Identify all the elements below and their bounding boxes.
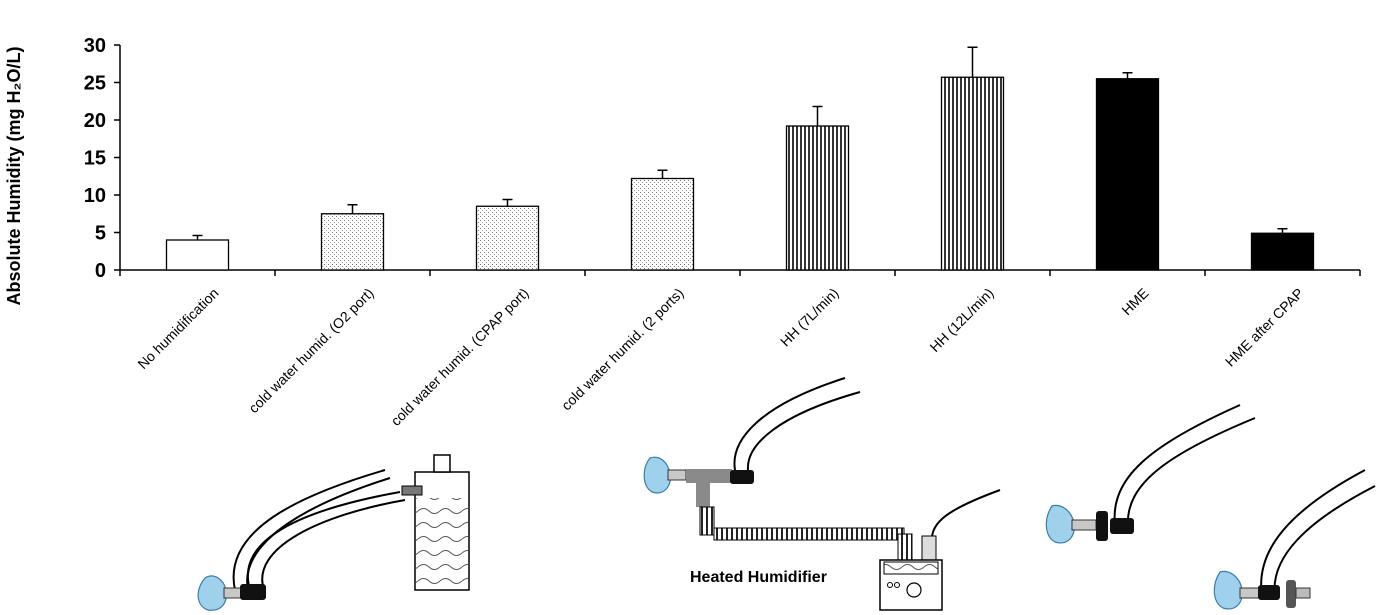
tube-icon	[1113, 404, 1241, 526]
y-axis-label: Absolute Humidity (mg H₂O/L)	[4, 47, 24, 306]
bar	[785, 125, 850, 271]
bar	[1095, 78, 1160, 271]
oxygen-mask-icon	[643, 456, 671, 494]
y-tick-label: 25	[84, 73, 106, 95]
x-tick-label: HH (7L/min)	[777, 285, 842, 350]
humidifier-top-icon	[883, 561, 939, 575]
hme-filter-icon	[1286, 580, 1296, 608]
tube-icon	[247, 491, 401, 591]
tube-icon	[232, 469, 386, 591]
elbow-connector-icon	[1110, 518, 1134, 534]
bar	[940, 76, 1005, 271]
bars	[165, 76, 1315, 271]
x-tick-label: No humidification	[134, 285, 221, 372]
control-dial-icon	[906, 582, 922, 598]
heated-humidifier-illustration: Heated Humidifier	[643, 377, 1001, 611]
heated-tube-icon	[713, 527, 905, 541]
category-labels: No humidification cold water humid. (O2 p…	[134, 285, 1306, 429]
tube-icon	[246, 477, 391, 591]
indicator-light-icon	[894, 582, 900, 588]
y-ticks: 0 5 10 15 20 25 30	[84, 35, 120, 282]
tube-icon	[733, 377, 846, 471]
bar	[630, 177, 695, 271]
port-connector-icon	[401, 485, 423, 496]
oxygen-mask-icon	[1045, 504, 1075, 544]
bar	[165, 239, 230, 271]
tube-icon	[1126, 417, 1256, 526]
cable-icon	[930, 489, 1001, 546]
indicator-light-icon	[887, 582, 893, 588]
heated-tube-icon	[699, 506, 715, 536]
x-tick-label: HH (12L/min)	[926, 285, 996, 355]
t-piece-icon	[686, 469, 732, 483]
cold-water-humidifier-illustration	[197, 454, 470, 611]
y-tick-label: 5	[95, 223, 106, 245]
oxygen-mask-icon	[1213, 570, 1243, 610]
x-ticks	[119, 270, 1361, 276]
mask-connector-icon	[223, 587, 243, 599]
elbow-connector-icon	[240, 584, 266, 600]
heated-humidifier-label: Heated Humidifier	[690, 569, 827, 586]
hme-illustration	[1045, 404, 1256, 544]
bar	[1250, 232, 1315, 271]
y-tick-label: 0	[95, 260, 106, 282]
y-tick-label: 30	[84, 35, 106, 57]
bar	[320, 213, 385, 271]
elbow-connector-icon	[1258, 585, 1280, 600]
tube-icon	[1260, 469, 1366, 597]
y-tick-label: 20	[84, 110, 106, 132]
tube-icon	[1273, 485, 1376, 597]
hme-after-cpap-illustration	[1213, 469, 1376, 610]
water-reservoir-icon	[416, 498, 468, 589]
x-tick-label: HME after CPAP	[1222, 285, 1307, 370]
oxygen-mask-icon	[197, 575, 227, 611]
bottle-cap-icon	[433, 454, 451, 473]
humidifier-chamber-icon	[921, 535, 937, 561]
hme-connector-icon	[1295, 587, 1311, 599]
mask-connector-icon	[1071, 519, 1097, 531]
elbow-connector-icon	[730, 470, 754, 484]
x-tick-label: HME	[1118, 285, 1151, 318]
axes	[119, 45, 1360, 271]
mask-connector-icon	[667, 469, 687, 481]
y-tick-label: 15	[84, 148, 106, 170]
tube-icon	[261, 499, 406, 591]
x-tick-label: cold water humid. (CPAP port)	[388, 285, 532, 429]
t-piece-stem-icon	[696, 483, 710, 507]
hme-filter-icon	[1096, 511, 1108, 541]
x-tick-label: cold water humid. (2 ports)	[558, 285, 687, 414]
y-tick-label: 10	[84, 185, 106, 207]
tube-icon	[746, 391, 861, 471]
heated-tube-icon	[897, 533, 913, 561]
bar	[475, 205, 540, 271]
error-bars	[192, 46, 1288, 240]
x-tick-label: cold water humid. (O2 port)	[245, 285, 376, 416]
